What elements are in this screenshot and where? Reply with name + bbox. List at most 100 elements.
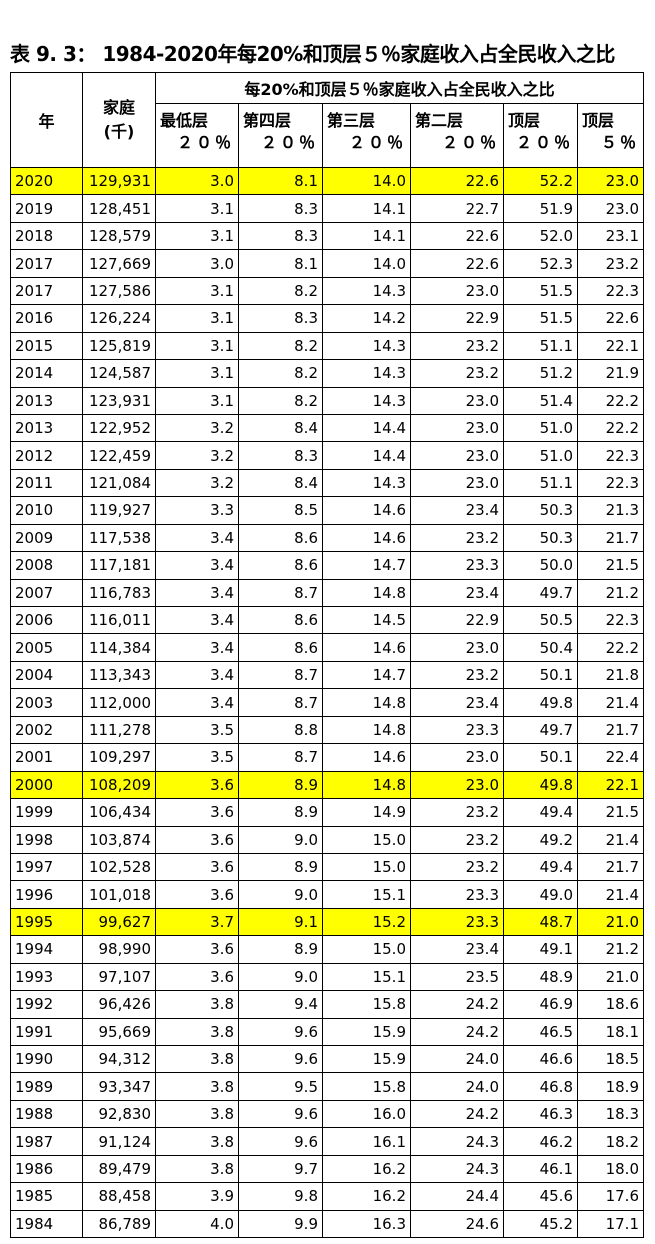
households-cell: 94,312 (82, 1044, 156, 1074)
share-cell: 23.0 (577, 194, 644, 223)
data-row: 2012 122,459 3.2 8.3 14.4 23.0 51.0 22.3 (10, 441, 644, 470)
share-cell: 50.1 (503, 743, 578, 772)
year-cell: 2002 (10, 715, 83, 745)
share-cell: 21.2 (577, 935, 644, 964)
share-cell: 51.2 (503, 359, 578, 388)
share-cell: 22.2 (577, 413, 644, 443)
share-cell: 49.2 (503, 825, 578, 854)
data-row: 2013 122,952 3.2 8.4 14.4 23.0 51.0 22.2 (10, 413, 644, 443)
share-cell: 3.4 (155, 551, 239, 580)
share-cell: 23.2 (577, 249, 644, 278)
share-cell: 8.1 (238, 166, 323, 196)
share-cell: 8.1 (238, 249, 323, 278)
share-cell: 46.2 (503, 1127, 578, 1156)
share-cell: 50.3 (503, 496, 578, 525)
share-cell: 9.8 (238, 1182, 323, 1211)
households-cell: 98,990 (82, 935, 156, 964)
share-cell: 46.5 (503, 1017, 578, 1047)
share-cell: 51.1 (503, 468, 578, 498)
share-cell: 3.0 (155, 249, 239, 278)
households-cell: 99,627 (82, 907, 156, 937)
share-cell: 3.3 (155, 496, 239, 525)
year-cell: 1986 (10, 1154, 83, 1184)
share-cell: 23.4 (410, 688, 504, 717)
share-cell: 21.0 (577, 962, 644, 992)
households-cell: 97,107 (82, 962, 156, 992)
share-cell: 15.9 (322, 1017, 411, 1047)
share-cell: 14.8 (322, 770, 411, 800)
share-cell: 24.2 (410, 990, 504, 1019)
data-row: 1999 106,434 3.6 8.9 14.9 23.2 49.4 21.5 (10, 798, 644, 827)
share-cell: 49.4 (503, 798, 578, 827)
year-cell: 2017 (10, 249, 83, 278)
share-cell: 8.5 (238, 496, 323, 525)
share-cell: 4.0 (155, 1209, 239, 1239)
year-cell: 2013 (10, 413, 83, 443)
share-cell: 48.9 (503, 962, 578, 992)
header-row: 年 家庭 (千) 每20%和顶层５％家庭收入占全民收入之比 (10, 72, 644, 168)
households-cell: 102,528 (82, 852, 156, 882)
households-cell: 109,297 (82, 743, 156, 772)
column-header-line: 顶层 (582, 111, 615, 130)
households-cell: 106,434 (82, 798, 156, 827)
year-cell: 2017 (10, 276, 83, 306)
households-cell: 88,458 (82, 1182, 156, 1211)
share-cell: 23.2 (410, 331, 504, 361)
year-cell: 2012 (10, 441, 83, 470)
year-cell: 2010 (10, 496, 83, 525)
share-cell: 3.0 (155, 166, 239, 196)
table-body: 2020 129,931 3.0 8.1 14.0 22.6 52.2 23.0 2019 128… (10, 166, 644, 1239)
share-cell: 21.5 (577, 798, 644, 827)
share-cell: 14.6 (322, 633, 411, 662)
share-cell: 3.6 (155, 770, 239, 800)
households-cell: 91,124 (82, 1127, 156, 1156)
data-row: 2006 116,011 3.4 8.6 14.5 22.9 50.5 22.3 (10, 605, 644, 635)
share-cell: 21.7 (577, 715, 644, 745)
year-cell: 1984 (10, 1209, 83, 1239)
year-header: 年 (10, 72, 83, 168)
column-header: 顶层 ２０％ (503, 103, 578, 168)
data-row: 2017 127,669 3.0 8.1 14.0 22.6 52.3 23.2 (10, 249, 644, 278)
column-header-line: 第四层 (243, 111, 292, 130)
share-cell: 24.0 (410, 1072, 504, 1101)
data-row: 2002 111,278 3.5 8.8 14.8 23.3 49.7 21.7 (10, 715, 644, 745)
data-row: 2019 128,451 3.1 8.3 14.1 22.7 51.9 23.0 (10, 194, 644, 223)
share-cell: 22.1 (577, 770, 644, 800)
households-cell: 92,830 (82, 1099, 156, 1129)
households-cell: 128,579 (82, 221, 156, 251)
share-cell: 15.0 (322, 852, 411, 882)
share-cell: 21.9 (577, 359, 644, 388)
households-cell: 113,343 (82, 660, 156, 690)
column-header-line: 第二层 (415, 111, 464, 130)
data-row: 1997 102,528 3.6 8.9 15.0 23.2 49.4 21.7 (10, 852, 644, 882)
share-cell: 23.2 (410, 852, 504, 882)
share-cell: 23.0 (410, 468, 504, 498)
share-cell: 15.0 (322, 935, 411, 964)
data-row: 2017 127,586 3.1 8.2 14.3 23.0 51.5 22.3 (10, 276, 644, 306)
share-cell: 23.0 (410, 441, 504, 470)
column-header-line: ２０％ (348, 133, 406, 152)
share-cell: 8.3 (238, 441, 323, 470)
households-cell: 123,931 (82, 386, 156, 415)
data-row: 1984 86,789 4.0 9.9 16.3 24.6 45.2 17.1 (10, 1209, 644, 1239)
share-cell: 51.0 (503, 413, 578, 443)
share-cell: 14.9 (322, 798, 411, 827)
year-cell: 2000 (10, 770, 83, 800)
households-cell: 116,783 (82, 578, 156, 608)
share-cell: 23.3 (410, 715, 504, 745)
share-cell: 22.3 (577, 468, 644, 498)
share-cell: 18.1 (577, 1017, 644, 1047)
share-cell: 22.2 (577, 386, 644, 415)
share-cell: 3.1 (155, 304, 239, 333)
share-cell: 49.4 (503, 852, 578, 882)
households-cell: 112,000 (82, 688, 156, 717)
share-cell: 8.8 (238, 715, 323, 745)
data-row: 2007 116,783 3.4 8.7 14.8 23.4 49.7 21.2 (10, 578, 644, 608)
share-cell: 24.3 (410, 1127, 504, 1156)
year-cell: 1989 (10, 1072, 83, 1101)
households-header-line: 家庭 (102, 98, 135, 117)
data-row: 1991 95,669 3.8 9.6 15.9 24.2 46.5 18.1 (10, 1017, 644, 1047)
share-cell: 9.6 (238, 1017, 323, 1047)
share-cell: 23.0 (410, 276, 504, 306)
